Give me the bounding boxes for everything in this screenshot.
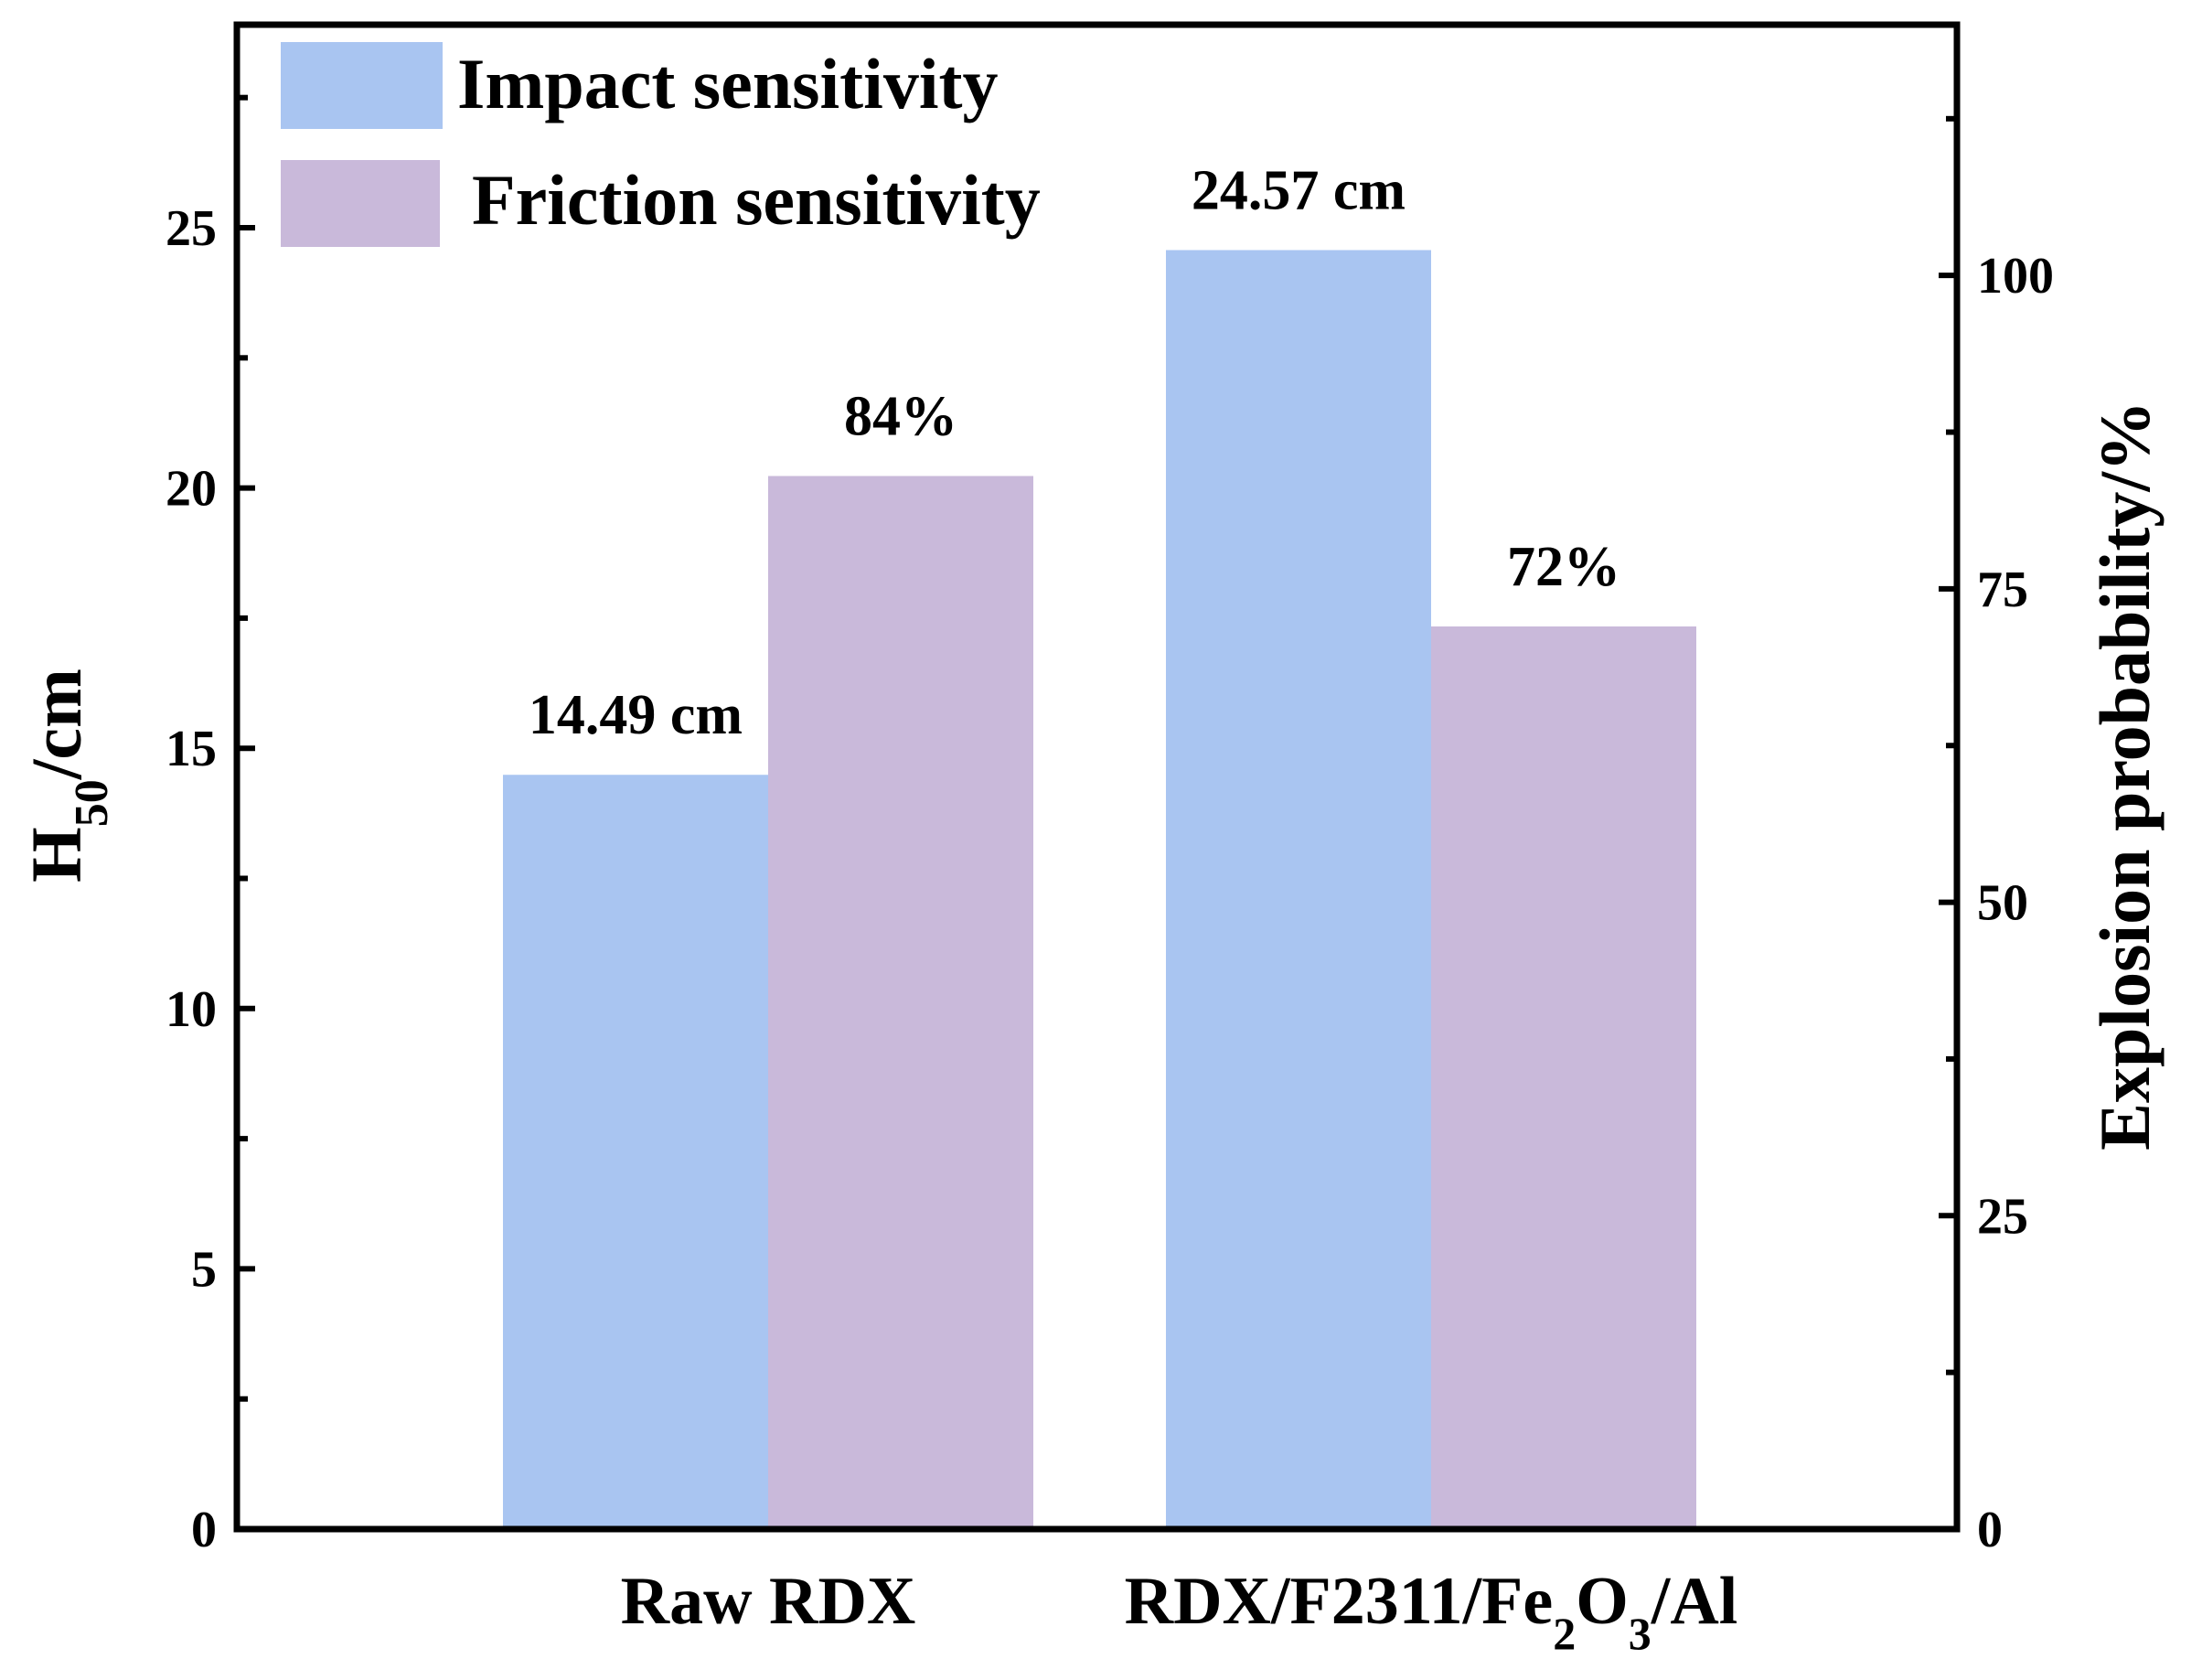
y-left-tick-label: 15 (166, 721, 217, 777)
data-label-impact-sensitivity-1: 24.57 cm (1192, 159, 1406, 221)
y-left-tick-label: 0 (191, 1502, 217, 1558)
y-left-tick-label: 10 (166, 981, 217, 1038)
legend-label-friction: Friction sensitivity (472, 160, 1041, 240)
legend-label-impact: Impact sensitivity (457, 44, 998, 123)
y-left-tick-label: 20 (166, 461, 217, 518)
data-label-friction-sensitivity-0: 84% (844, 386, 957, 448)
bar-friction-sensitivity-1 (1431, 626, 1696, 1529)
bar-impact-sensitivity-0 (503, 775, 768, 1529)
y-axis-left-title: H50/cm (16, 669, 118, 883)
legend: Impact sensitivity Friction sensitivity (281, 42, 1041, 247)
y-right-tick-label: 75 (1977, 562, 2028, 618)
y-right-tick-label: 0 (1977, 1502, 2003, 1558)
bar-impact-sensitivity-1 (1166, 250, 1431, 1530)
plot-frame (233, 21, 1961, 1533)
y-axis-right-title: Explosion probability/% (2085, 401, 2165, 1150)
bars-layer: 14.49 cm 84% 24.57 cm 72% (503, 159, 1696, 1530)
data-label-friction-sensitivity-1: 72% (1507, 536, 1620, 598)
x-category-label-0: Raw RDX (621, 1564, 916, 1639)
y-left-tick-label: 5 (191, 1241, 217, 1298)
legend-swatch-friction (281, 160, 440, 247)
y-right-tick-label: 50 (1977, 875, 2028, 932)
y-right-tick-label: 25 (1977, 1188, 2028, 1245)
legend-swatch-impact (281, 42, 443, 129)
data-label-impact-sensitivity-0: 14.49 cm (529, 684, 743, 746)
x-category-label-1: RDX/F2311/Fe2O3/Al (1125, 1564, 1738, 1659)
axes-layer: 0 5 10 15 20 25 0 25 50 75 100 Raw RDX RDX/F2311/Fe2… (166, 94, 2054, 1659)
bar-friction-sensitivity-0 (768, 476, 1033, 1529)
y-right-tick-label: 100 (1977, 248, 2054, 305)
y-left-tick-label: 25 (166, 200, 217, 257)
